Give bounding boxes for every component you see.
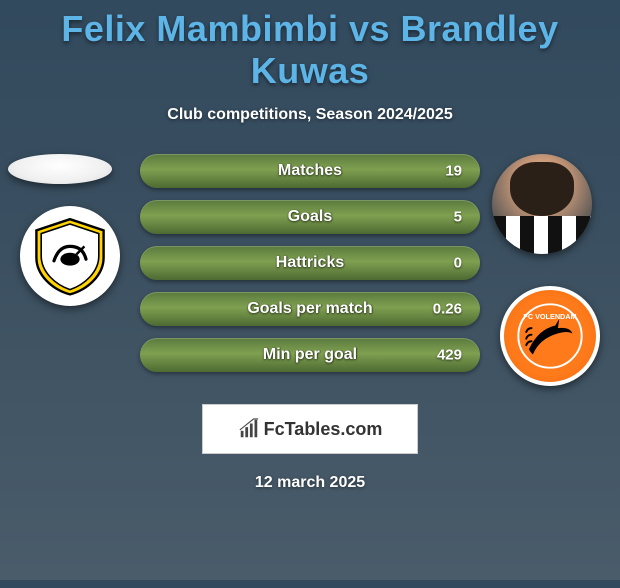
stat-label: Hattricks <box>276 254 344 272</box>
stat-value: 5 <box>454 209 462 226</box>
subtitle: Club competitions, Season 2024/2025 <box>0 106 620 124</box>
player2-club-crest: FC VOLENDAM <box>500 286 600 386</box>
stat-bar-goals-per-match: Goals per match 0.26 <box>140 292 480 326</box>
source-watermark: FcTables.com <box>202 404 418 454</box>
svg-text:FC VOLENDAM: FC VOLENDAM <box>523 312 576 321</box>
player1-avatar <box>8 154 112 184</box>
comparison-date: 12 march 2025 <box>0 474 620 492</box>
comparison-title: Felix Mambimbi vs Brandley Kuwas <box>0 8 620 92</box>
stat-value: 429 <box>437 347 462 364</box>
stat-bar-goals: Goals 5 <box>140 200 480 234</box>
vs-text: vs <box>349 8 390 49</box>
stat-label: Goals per match <box>247 300 372 318</box>
stat-bar-min-per-goal: Min per goal 429 <box>140 338 480 372</box>
stat-label: Goals <box>288 208 332 226</box>
stat-label: Min per goal <box>263 346 357 364</box>
stat-bar-hattricks: Hattricks 0 <box>140 246 480 280</box>
stat-bar-matches: Matches 19 <box>140 154 480 188</box>
player1-name: Felix Mambimbi <box>61 8 338 49</box>
player1-club-crest <box>20 206 120 306</box>
stat-value: 0 <box>454 255 462 272</box>
bar-chart-icon <box>238 418 260 440</box>
stat-label: Matches <box>278 162 342 180</box>
watermark-text: FcTables.com <box>264 419 383 440</box>
stat-value: 19 <box>445 163 462 180</box>
stat-bars: Matches 19 Goals 5 Hattricks 0 Goals per… <box>140 154 480 384</box>
stat-value: 0.26 <box>433 301 462 318</box>
player2-avatar <box>492 154 592 254</box>
comparison-body: FC VOLENDAM Matches 19 Goals 5 Hattricks… <box>0 154 620 394</box>
